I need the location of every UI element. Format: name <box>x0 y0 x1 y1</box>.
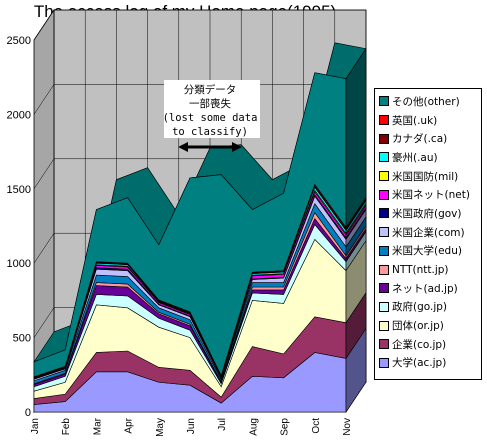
legend-swatch <box>379 264 389 275</box>
annotation-text: to classify) <box>172 126 248 138</box>
legend-item: 米国国防(mil) <box>379 167 481 186</box>
series-side-face <box>345 47 367 229</box>
legend-item: 米国企業(com) <box>379 223 481 242</box>
legend-label: 政府(go.jp) <box>392 301 448 314</box>
legend-label: 米国政府(gov) <box>392 207 462 220</box>
legend-swatch <box>379 301 389 312</box>
legend-item: NTT(ntt.jp) <box>379 260 481 279</box>
legend-label: その他(other) <box>392 95 460 108</box>
legend-swatch <box>379 208 389 219</box>
legend-swatch <box>379 320 389 331</box>
legend-swatch <box>379 133 389 144</box>
annotation-arrow-head-left <box>178 142 188 152</box>
x-tick-label: Nov <box>342 418 353 436</box>
gridline-y <box>33 158 366 189</box>
legend-swatch <box>379 357 389 368</box>
y-tick-label: 2000 <box>7 109 31 121</box>
legend-item: カナダ(.ca) <box>379 129 481 148</box>
legend-item: ネット(ad.jp) <box>379 279 481 298</box>
legend-label: カナダ(.ca) <box>392 133 448 146</box>
annotation-text: 分類データ <box>184 83 237 96</box>
x-tick-label: Jun <box>186 418 197 434</box>
legend-item: 企業(co.jp) <box>379 335 481 354</box>
legend: その他(other) 英国(.uk) カナダ(.ca) 豪州(.au) 米国国防(mil… <box>374 88 482 380</box>
legend-swatch <box>379 227 389 238</box>
legend-label: 団体(or.jp) <box>392 320 444 333</box>
y-tick-label: 500 <box>13 333 31 345</box>
y-tick-label: 0 <box>25 407 31 419</box>
legend-label: 米国大学(edu) <box>392 245 462 258</box>
legend-item: 政府(go.jp) <box>379 298 481 317</box>
x-tick-label: Aug <box>248 418 259 436</box>
legend-item: 大学(ac.jp) <box>379 354 481 373</box>
legend-label: 大学(ac.jp) <box>392 357 447 370</box>
annotation-text: 一部喪失 <box>189 97 231 110</box>
y-tick-label: 1500 <box>7 184 31 196</box>
legend-label: 豪州(.au) <box>392 151 438 164</box>
legend-item: その他(other) <box>379 92 481 111</box>
legend-swatch <box>379 115 389 126</box>
x-tick-label: Oct <box>311 418 322 434</box>
legend-label: ネット(ad.jp) <box>392 282 458 295</box>
x-tick-label: Sep <box>280 418 291 436</box>
legend-item: 米国大学(edu) <box>379 242 481 261</box>
legend-item: 米国ネット(net) <box>379 185 481 204</box>
legend-swatch <box>379 152 389 163</box>
gridline-y <box>33 9 366 41</box>
legend-item: 団体(or.jp) <box>379 316 481 335</box>
x-tick-label: Jan <box>30 418 41 434</box>
x-tick-label: Apr <box>124 417 135 433</box>
annotation-arrow-head-right <box>232 142 242 152</box>
legend-label: NTT(ntt.jp) <box>392 263 449 276</box>
y-tick-label: 2500 <box>7 35 31 47</box>
x-tick-label: Mar <box>92 417 103 435</box>
legend-swatch <box>379 96 389 107</box>
x-tick-label: May <box>155 418 166 437</box>
legend-label: 米国国防(mil) <box>392 170 459 183</box>
legend-item: 米国政府(gov) <box>379 204 481 223</box>
legend-swatch <box>379 245 389 256</box>
legend-swatch <box>379 171 389 182</box>
annotation-box <box>164 80 260 138</box>
legend-item: 豪州(.au) <box>379 148 481 167</box>
legend-label: 米国ネット(net) <box>392 189 470 202</box>
legend-swatch <box>379 339 389 350</box>
gridline-y <box>33 84 366 115</box>
legend-swatch <box>379 283 389 294</box>
legend-label: 英国(.uk) <box>392 114 438 127</box>
y-tick-label: 1000 <box>7 258 31 270</box>
legend-label: 企業(co.jp) <box>392 338 447 351</box>
legend-item: 英国(.uk) <box>379 111 481 130</box>
annotation-text: (lost some data <box>163 112 258 124</box>
legend-swatch <box>379 189 389 200</box>
x-tick-label: Feb <box>61 418 72 436</box>
x-tick-label: Jul <box>217 418 228 431</box>
legend-label: 米国企業(com) <box>392 226 465 239</box>
